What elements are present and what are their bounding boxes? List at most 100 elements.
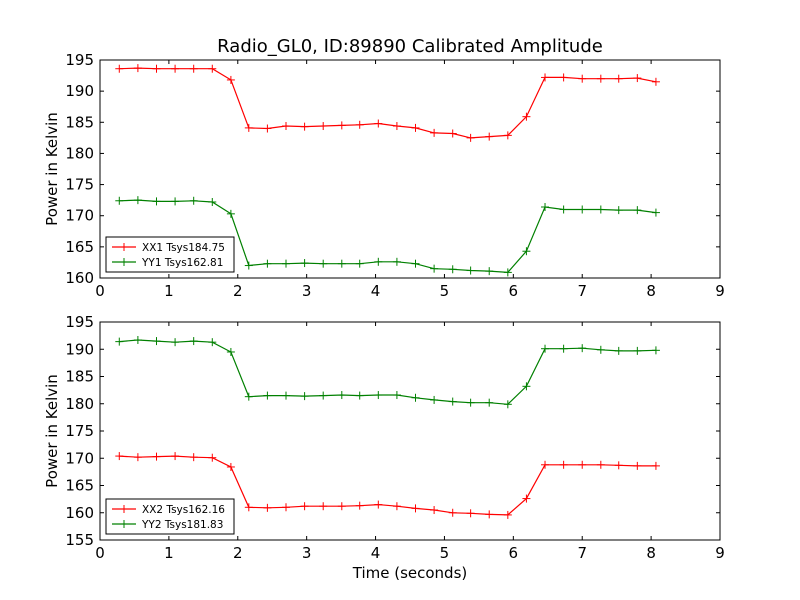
data-point [466,133,475,142]
data-point [448,508,457,517]
data-point [319,122,328,131]
data-point [633,461,642,470]
x-tick-label: 8 [646,282,656,300]
data-point [189,196,198,205]
data-point [466,398,475,407]
y-tick-label: 165 [65,238,94,256]
data-point [448,129,457,138]
data-point [263,259,272,268]
data-point [171,197,180,206]
data-point [541,460,550,469]
data-point [392,391,401,400]
data-point [208,453,217,462]
data-point [374,257,383,266]
data-point [522,382,531,391]
data-point [503,400,512,409]
data-point [503,268,512,277]
y-tick-label: 160 [65,504,94,522]
y-tick-label: 180 [65,144,94,162]
data-point [226,462,235,471]
y-tick-label: 175 [65,422,94,440]
top-panel: 0 1 2 3 4 5 6 7 8 9 160 165 170 175 180 185 190 195 Power … [43,51,725,300]
x-tick-label: 6 [509,544,519,562]
data-point [226,209,235,218]
data-point [115,337,124,346]
data-point [115,64,124,73]
y-tick-label: 190 [65,82,94,100]
data-point [522,247,531,256]
data-point [244,261,253,270]
data-point [448,265,457,274]
x-tick-label: 6 [509,282,519,300]
x-tick-label: 3 [302,282,312,300]
data-point [430,128,439,137]
data-point [189,453,198,462]
x-tick-label: 7 [577,544,587,562]
data-point [596,205,605,214]
data-point [133,196,142,205]
legend-label: XX1 Tsys184.75 [142,242,225,254]
data-point [189,64,198,73]
data-point [392,502,401,511]
x-tick-label: 0 [95,544,105,562]
data-point [541,344,550,353]
y-tick-label: 175 [65,176,94,194]
legend: XX2 Tsys162.16 YY2 Tsys181.83 [105,498,235,535]
data-point [651,346,660,355]
data-point [152,337,161,346]
data-point [319,391,328,400]
data-point [448,397,457,406]
data-point [466,266,475,275]
x-axis-label: Time (seconds) [352,564,468,582]
data-point [503,131,512,140]
data-point [152,197,161,206]
data-point [152,452,161,461]
x-tick-label: 9 [715,544,725,562]
data-point [559,344,568,353]
data-point [300,502,309,511]
legend-box [105,498,235,535]
axes-frame [99,59,721,279]
legend-label: YY2 Tsys181.83 [141,519,223,531]
data-point [614,461,623,470]
data-point [115,452,124,461]
data-point [651,461,660,470]
y-tick-label: 180 [65,395,94,413]
data-point [133,64,142,73]
data-point [559,460,568,469]
data-point [614,74,623,83]
data-point [485,510,494,519]
x-tick-label: 1 [164,282,174,300]
data-point [651,208,660,217]
x-tick-label: 2 [233,282,243,300]
data-point [485,398,494,407]
data-point [133,335,142,344]
y-tick-label: 170 [65,449,94,467]
data-point [374,500,383,509]
data-point [226,75,235,84]
data-point [355,501,364,510]
data-point [319,259,328,268]
data-point [411,123,420,132]
legend: XX1 Tsys184.75 YY1 Tsys162.81 [105,236,235,273]
x-tick-label: 8 [646,544,656,562]
data-point [578,344,587,353]
data-point [300,259,309,268]
x-tick-label: 2 [233,544,243,562]
data-point [244,392,253,401]
data-point [614,206,623,215]
data-point [578,74,587,83]
data-point [355,391,364,400]
bottom-panel: 0 1 2 3 4 5 6 7 8 9 155 160 165 170 175 180 185 190 195 Pow… [43,313,725,562]
y-tick-label: 195 [65,313,94,331]
data-point [578,205,587,214]
data-point [411,393,420,402]
y-tick-label: 170 [65,207,94,225]
data-point [171,452,180,461]
data-point [392,122,401,131]
data-point [411,504,420,513]
data-point [430,264,439,273]
x-tick-label: 0 [95,282,105,300]
data-point [355,259,364,268]
